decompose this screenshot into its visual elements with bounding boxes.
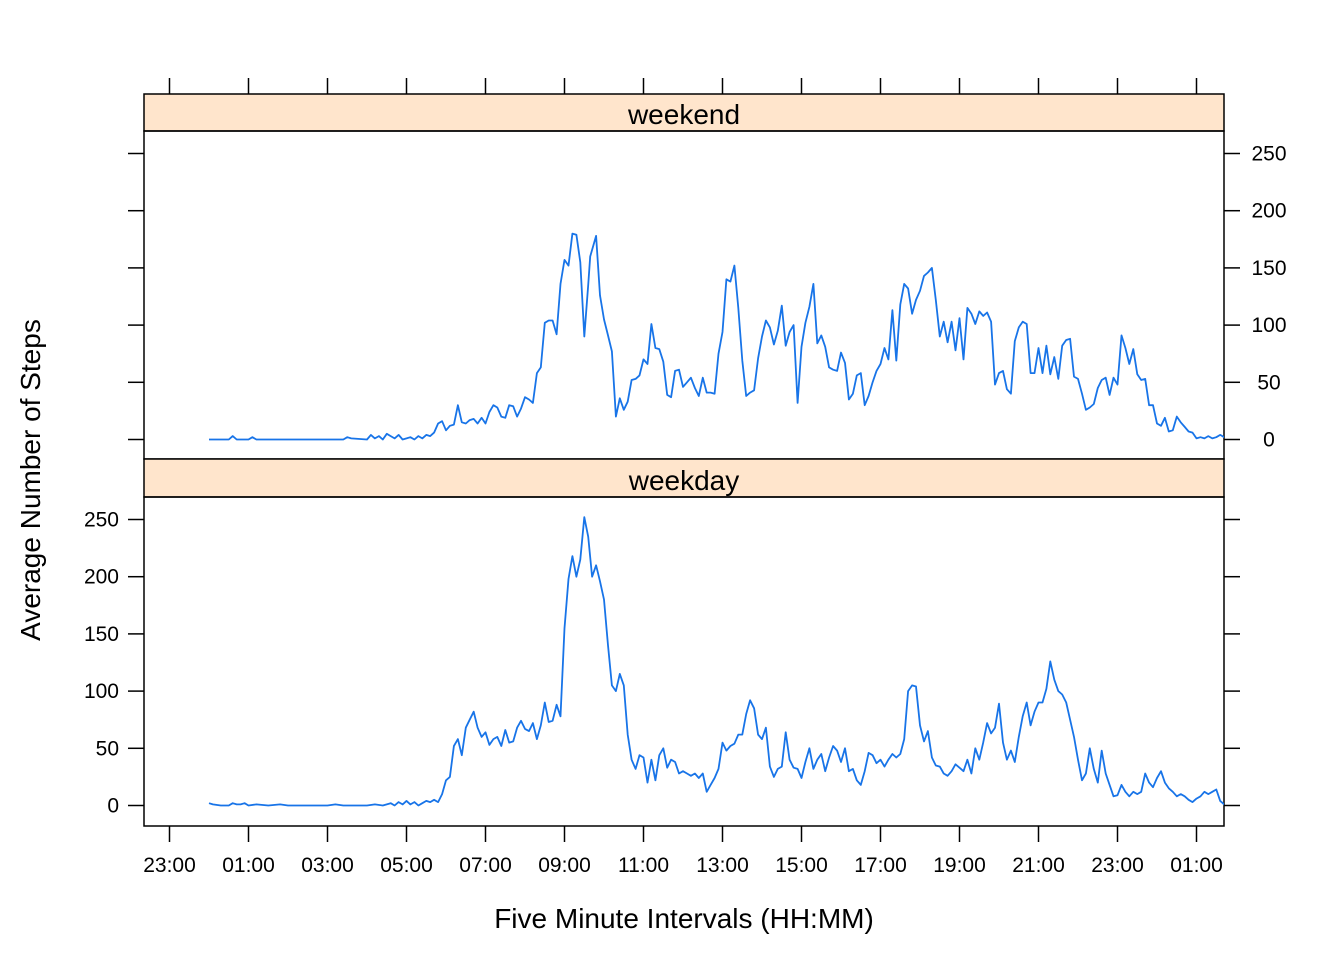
y-tick-label: 0 [1263,429,1275,452]
series-line-weekday [208,516,1224,807]
x-tick-label: 13:00 [696,854,749,877]
x-tick-label: 11:00 [618,854,669,877]
y-tick-label: 50 [96,737,119,760]
frame-weekend [143,130,1225,460]
y-tick-label: 250 [84,509,119,532]
x-tick-label: 09:00 [538,854,591,877]
y-tick-label: 200 [1251,200,1286,223]
x-axis: 23:00 01:00 03:00 05:00 07:00 09:00 11:00 13:00… [143,826,1223,877]
panel-weekend: weekend 0 50 100 150 200 250 [128,93,1287,460]
x-tick-label: 21:00 [1012,854,1065,877]
frame-weekday [143,496,1225,827]
y-tick-label: 150 [1251,257,1286,280]
x-tick-label: 23:00 [143,854,196,877]
x-tick-label: 01:00 [1170,854,1223,877]
strip-label-weekend: weekend [627,99,740,130]
strip-weekday [143,458,1225,498]
y-tick-label: 250 [1251,143,1286,166]
strip-label-weekday: weekday [628,465,740,496]
y-tick-label: 100 [84,680,119,703]
series-line-weekend [209,232,1224,441]
x-axis-label: Five Minute Intervals (HH:MM) [494,903,874,934]
x-tick-label: 15:00 [775,854,828,877]
strip-weekend [143,93,1225,132]
y-tick-label: 200 [84,566,119,589]
x-tick-label: 19:00 [933,854,986,877]
x-tick-label: 17:00 [854,854,907,877]
top-axis-ticks [168,78,1198,94]
x-tick-label: 07:00 [459,854,512,877]
y-axis-label: Average Number of Steps [15,319,46,641]
x-tick-label: 05:00 [380,854,433,877]
y-tick-label: 150 [84,623,119,646]
y-tick-label: 100 [1251,314,1286,337]
x-tick-label: 23:00 [1091,854,1144,877]
x-tick-label: 01:00 [222,854,275,877]
y-tick-label: 0 [107,795,119,818]
chart-panels: weekend 0 50 100 150 200 250 weekday 0 50 100 150 20… [84,93,1287,827]
y-tick-label: 50 [1257,371,1280,394]
x-tick-label: 03:00 [301,854,354,877]
panel-weekday: weekday 0 50 100 150 200 250 [84,458,1240,827]
